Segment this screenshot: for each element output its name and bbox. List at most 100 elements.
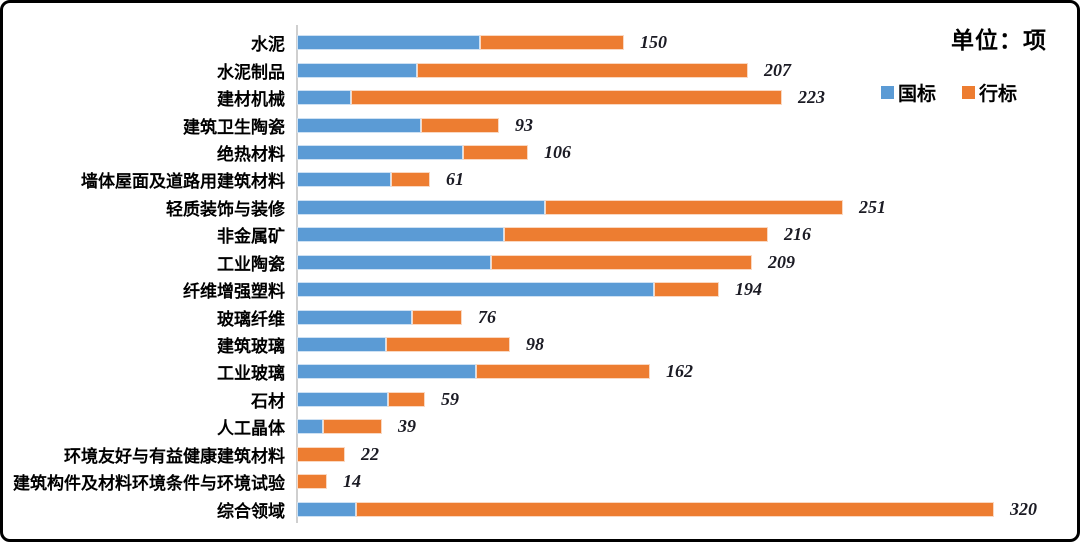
total-value-label: 223 — [798, 87, 825, 108]
bar-row: 水泥 150 — [3, 29, 1077, 56]
bar-segment-guobiao — [297, 35, 480, 51]
unit-label: 单位：项 — [951, 27, 1047, 53]
bar-segment-hangbiao — [417, 62, 748, 78]
bar-row: 工业陶瓷 209 — [3, 249, 1077, 276]
bar-segment-guobiao — [297, 309, 412, 325]
bar-segment-hangbiao — [504, 227, 768, 243]
total-value-label: 216 — [784, 224, 811, 245]
bar-zone: 106 — [285, 139, 1077, 166]
category-label: 非金属矿 — [217, 227, 285, 247]
category-label: 纤维增强塑料 — [183, 282, 285, 302]
total-value-label: 207 — [764, 59, 791, 80]
bar-zone: 14 — [285, 468, 1077, 495]
total-value-label: 59 — [441, 388, 459, 409]
bar-row: 建筑玻璃 98 — [3, 331, 1077, 358]
bar-segment-guobiao — [297, 199, 545, 215]
total-value-label: 194 — [735, 279, 762, 300]
bar-segment-guobiao — [297, 364, 476, 380]
bar-zone: 61 — [285, 166, 1077, 193]
bar-segment-guobiao — [297, 254, 491, 270]
total-value-label: 150 — [640, 32, 667, 53]
bar-segment-hangbiao — [356, 501, 994, 517]
bar-zone: 59 — [285, 386, 1077, 413]
total-value-label: 22 — [361, 443, 379, 464]
category-label: 建筑玻璃 — [217, 337, 285, 357]
category-label: 工业陶瓷 — [217, 254, 285, 274]
legend-label-hangbiao: 行标 — [978, 84, 1017, 105]
category-label: 轻质装饰与装修 — [166, 199, 285, 219]
total-value-label: 320 — [1010, 498, 1037, 519]
bar-segment-guobiao — [297, 337, 386, 353]
bar-segment-hangbiao — [421, 117, 499, 133]
bar-zone: 216 — [285, 221, 1077, 248]
bar-segment-hangbiao — [463, 144, 528, 160]
bar-row: 轻质装饰与装修 251 — [3, 194, 1077, 221]
legend-item-hangbiao: 行标 — [961, 79, 1017, 106]
bar-zone: 207 — [285, 56, 1077, 83]
bar-segment-hangbiao — [323, 419, 382, 435]
bar-segment-hangbiao — [476, 364, 650, 380]
bar-segment-hangbiao — [388, 391, 425, 407]
category-axis-line — [296, 25, 298, 523]
bar-row: 水泥制品 207 — [3, 56, 1077, 83]
category-label: 人工晶体 — [217, 419, 285, 439]
bar-segment-guobiao — [297, 501, 356, 517]
category-label: 环境友好与有益健康建筑材料 — [64, 446, 285, 466]
bar-zone: 209 — [285, 249, 1077, 276]
legend-item-guobiao: 国标 — [880, 79, 936, 106]
bar-segment-guobiao — [297, 282, 654, 298]
bar-segment-guobiao — [297, 62, 417, 78]
bar-segment-hangbiao — [297, 474, 327, 490]
legend: 国标 行标 — [880, 79, 1017, 106]
category-label: 建筑卫生陶瓷 — [183, 117, 285, 137]
total-value-label: 39 — [398, 416, 416, 437]
bar-row: 墙体屋面及道路用建筑材料 61 — [3, 166, 1077, 193]
bar-rows: 水泥 150 水泥制品 207 建材机械 223 — [3, 29, 1077, 523]
bar-segment-guobiao — [297, 391, 388, 407]
bar-segment-hangbiao — [491, 254, 752, 270]
bar-segment-guobiao — [297, 172, 391, 188]
total-value-label: 14 — [343, 471, 361, 492]
category-label: 工业玻璃 — [217, 364, 285, 384]
total-value-label: 93 — [515, 114, 533, 135]
bar-zone: 76 — [285, 303, 1077, 330]
bar-zone: 150 — [285, 29, 1077, 56]
bar-row: 非金属矿 216 — [3, 221, 1077, 248]
bar-segment-guobiao — [297, 419, 323, 435]
bar-segment-guobiao — [297, 90, 351, 106]
bar-zone: 22 — [285, 441, 1077, 468]
bar-zone: 320 — [285, 495, 1077, 522]
bar-zone: 162 — [285, 358, 1077, 385]
bar-segment-hangbiao — [297, 446, 345, 462]
bar-segment-guobiao — [297, 144, 463, 160]
bar-segment-guobiao — [297, 227, 504, 243]
bar-row: 绝热材料 106 — [3, 139, 1077, 166]
category-label: 水泥 — [251, 35, 285, 55]
bar-row: 建筑卫生陶瓷 93 — [3, 111, 1077, 138]
category-label: 玻璃纤维 — [217, 309, 285, 329]
bar-zone: 223 — [285, 84, 1077, 111]
bar-segment-hangbiao — [391, 172, 430, 188]
bar-row: 建筑构件及材料环境条件与环境试验 14 — [3, 468, 1077, 495]
legend-label-guobiao: 国标 — [897, 84, 936, 105]
guobiao-swatch-icon — [880, 86, 894, 99]
bar-segment-hangbiao — [545, 199, 843, 215]
category-label: 墙体屋面及道路用建筑材料 — [81, 172, 285, 192]
category-label: 建材机械 — [217, 90, 285, 110]
total-value-label: 98 — [526, 334, 544, 355]
bar-segment-hangbiao — [480, 35, 624, 51]
bar-row: 工业玻璃 162 — [3, 358, 1077, 385]
category-label: 综合领域 — [217, 501, 285, 521]
bar-row: 纤维增强塑料 194 — [3, 276, 1077, 303]
category-label: 建筑构件及材料环境条件与环境试验 — [13, 474, 285, 494]
bar-row: 综合领域 320 — [3, 495, 1077, 522]
total-value-label: 61 — [446, 169, 464, 190]
bar-segment-hangbiao — [386, 337, 510, 353]
bar-zone: 194 — [285, 276, 1077, 303]
bar-row: 环境友好与有益健康建筑材料 22 — [3, 441, 1077, 468]
hangbiao-swatch-icon — [961, 86, 975, 99]
total-value-label: 162 — [666, 361, 693, 382]
bar-row: 建材机械 223 — [3, 84, 1077, 111]
bar-segment-guobiao — [297, 117, 421, 133]
